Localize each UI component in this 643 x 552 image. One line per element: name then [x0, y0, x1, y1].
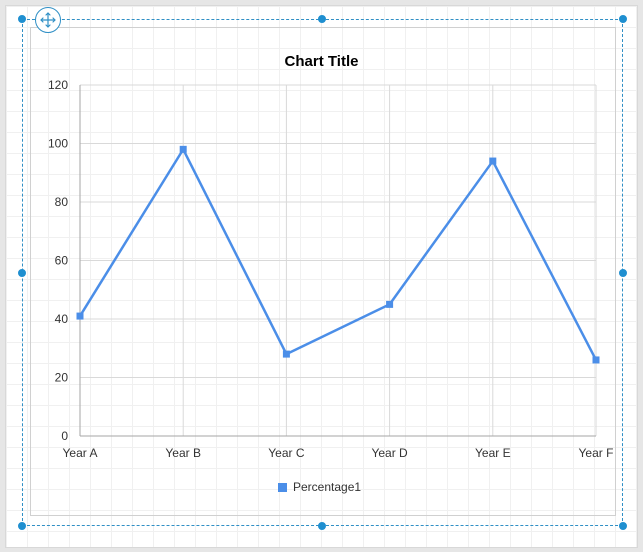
- legend-swatch: [278, 482, 287, 492]
- data-point: [489, 157, 497, 165]
- series: [76, 145, 600, 364]
- x-tick-label: Year C: [268, 446, 305, 460]
- y-tick-label: 0: [61, 429, 68, 443]
- data-point: [179, 145, 187, 153]
- resize-handle-right[interactable]: [619, 269, 627, 277]
- y-tick-label: 100: [48, 137, 68, 151]
- legend-label: Percentage1: [293, 480, 362, 494]
- resize-handle-bottom-right[interactable]: [619, 522, 627, 530]
- resize-handle-bottom[interactable]: [318, 522, 326, 530]
- y-tick-label: 20: [55, 371, 69, 385]
- x-tick-label: Year B: [165, 446, 201, 460]
- resize-handle-left[interactable]: [18, 269, 26, 277]
- move-arrows-icon[interactable]: [35, 7, 61, 33]
- legend: Percentage1: [278, 480, 361, 494]
- resize-handle-top-right[interactable]: [619, 15, 627, 23]
- chart-area[interactable]: [30, 27, 616, 516]
- gridlines: [80, 84, 597, 436]
- axes: [79, 85, 596, 437]
- y-tick-label: 80: [55, 195, 69, 209]
- x-tick-label: Year D: [371, 446, 408, 460]
- resize-handle-bottom-left[interactable]: [18, 522, 26, 530]
- data-point: [592, 356, 600, 364]
- design-canvas: [5, 5, 638, 548]
- resize-handle-top-left[interactable]: [18, 15, 26, 23]
- tick-labels: 0 20 40 60 80 100 120 Year A Year B Year C Year D Y…: [48, 78, 613, 460]
- series-line: [78, 148, 598, 361]
- x-tick-label: Year E: [475, 446, 511, 460]
- y-tick-label: 60: [55, 254, 69, 268]
- resize-handle-top[interactable]: [318, 15, 326, 23]
- x-tick-label: Year F: [579, 446, 614, 460]
- y-tick-label: 40: [55, 312, 69, 326]
- data-point: [76, 312, 84, 320]
- x-tick-label: Year A: [63, 446, 98, 460]
- y-tick-label: 120: [48, 78, 68, 92]
- data-point: [282, 350, 290, 358]
- data-point: [386, 300, 394, 308]
- chart-title: Chart Title: [284, 53, 359, 70]
